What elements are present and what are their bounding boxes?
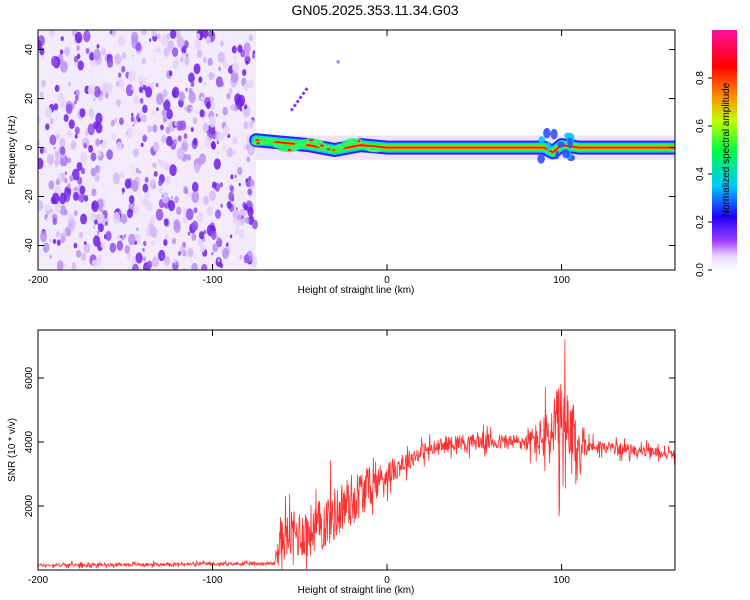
snr-frame	[37, 329, 676, 571]
signal-blobs	[251, 127, 575, 164]
snr-ytick-label: 4000	[24, 430, 35, 453]
snr-xtick-label: -100	[203, 575, 223, 586]
spectrogram-xtick-label: -100	[203, 275, 223, 286]
snr-panel: -200 -100 0 100 2000 4000 6000 Height of strai…	[7, 329, 676, 596]
spectrogram-xtick-label: 100	[553, 275, 570, 286]
colorbar-tick-label: 0.0	[695, 263, 706, 277]
colorbar-label: Normalized spectral amplitude	[721, 82, 732, 217]
spectrogram-xlabel: Height of straight line (km)	[298, 285, 415, 296]
colorbar-gradient	[712, 30, 737, 270]
snr-xtick-label: 100	[553, 575, 570, 586]
spectrogram-frame	[37, 29, 676, 271]
spectrogram-xtick-label: 0	[384, 275, 390, 286]
echo-dot	[336, 60, 340, 64]
snr-ytick-label: 2000	[24, 494, 35, 517]
snr-line	[38, 339, 675, 570]
snr-ytick-label: 6000	[24, 366, 35, 389]
spectrogram-ylabel: Frequency (Hz)	[7, 116, 18, 185]
chart-title: GN05.2025.353.11.34.G03	[291, 2, 459, 18]
colorbar-tick-label: 0.6	[695, 119, 706, 133]
snr-xlabel: Height of straight line (km)	[298, 585, 415, 596]
snr-ylabel: SNR (10 * v/v)	[7, 418, 18, 482]
spectrogram-ytick-label: 20	[24, 93, 35, 105]
snr-xtick-label: -200	[28, 575, 48, 586]
colorbar-tick-label: 0.4	[695, 167, 706, 181]
spectrogram-xtick-label: -200	[28, 275, 48, 286]
colorbar: 0.0 0.2 0.4 0.6 0.8 Normalized spectral ampl…	[695, 30, 737, 277]
noise-speckle	[38, 30, 259, 270]
echo-streak	[289, 85, 310, 112]
snr-xtick-label: 0	[384, 575, 390, 586]
spectrogram-ytick-label: 0	[24, 144, 35, 150]
colorbar-tick-label: 0.2	[695, 215, 706, 229]
spectrogram-ytick-label: -40	[24, 238, 35, 253]
spectrogram-ytick-label: 40	[24, 44, 35, 56]
colorbar-tick-label: 0.8	[695, 71, 706, 85]
spectrogram-ytick-label: -20	[24, 189, 35, 204]
